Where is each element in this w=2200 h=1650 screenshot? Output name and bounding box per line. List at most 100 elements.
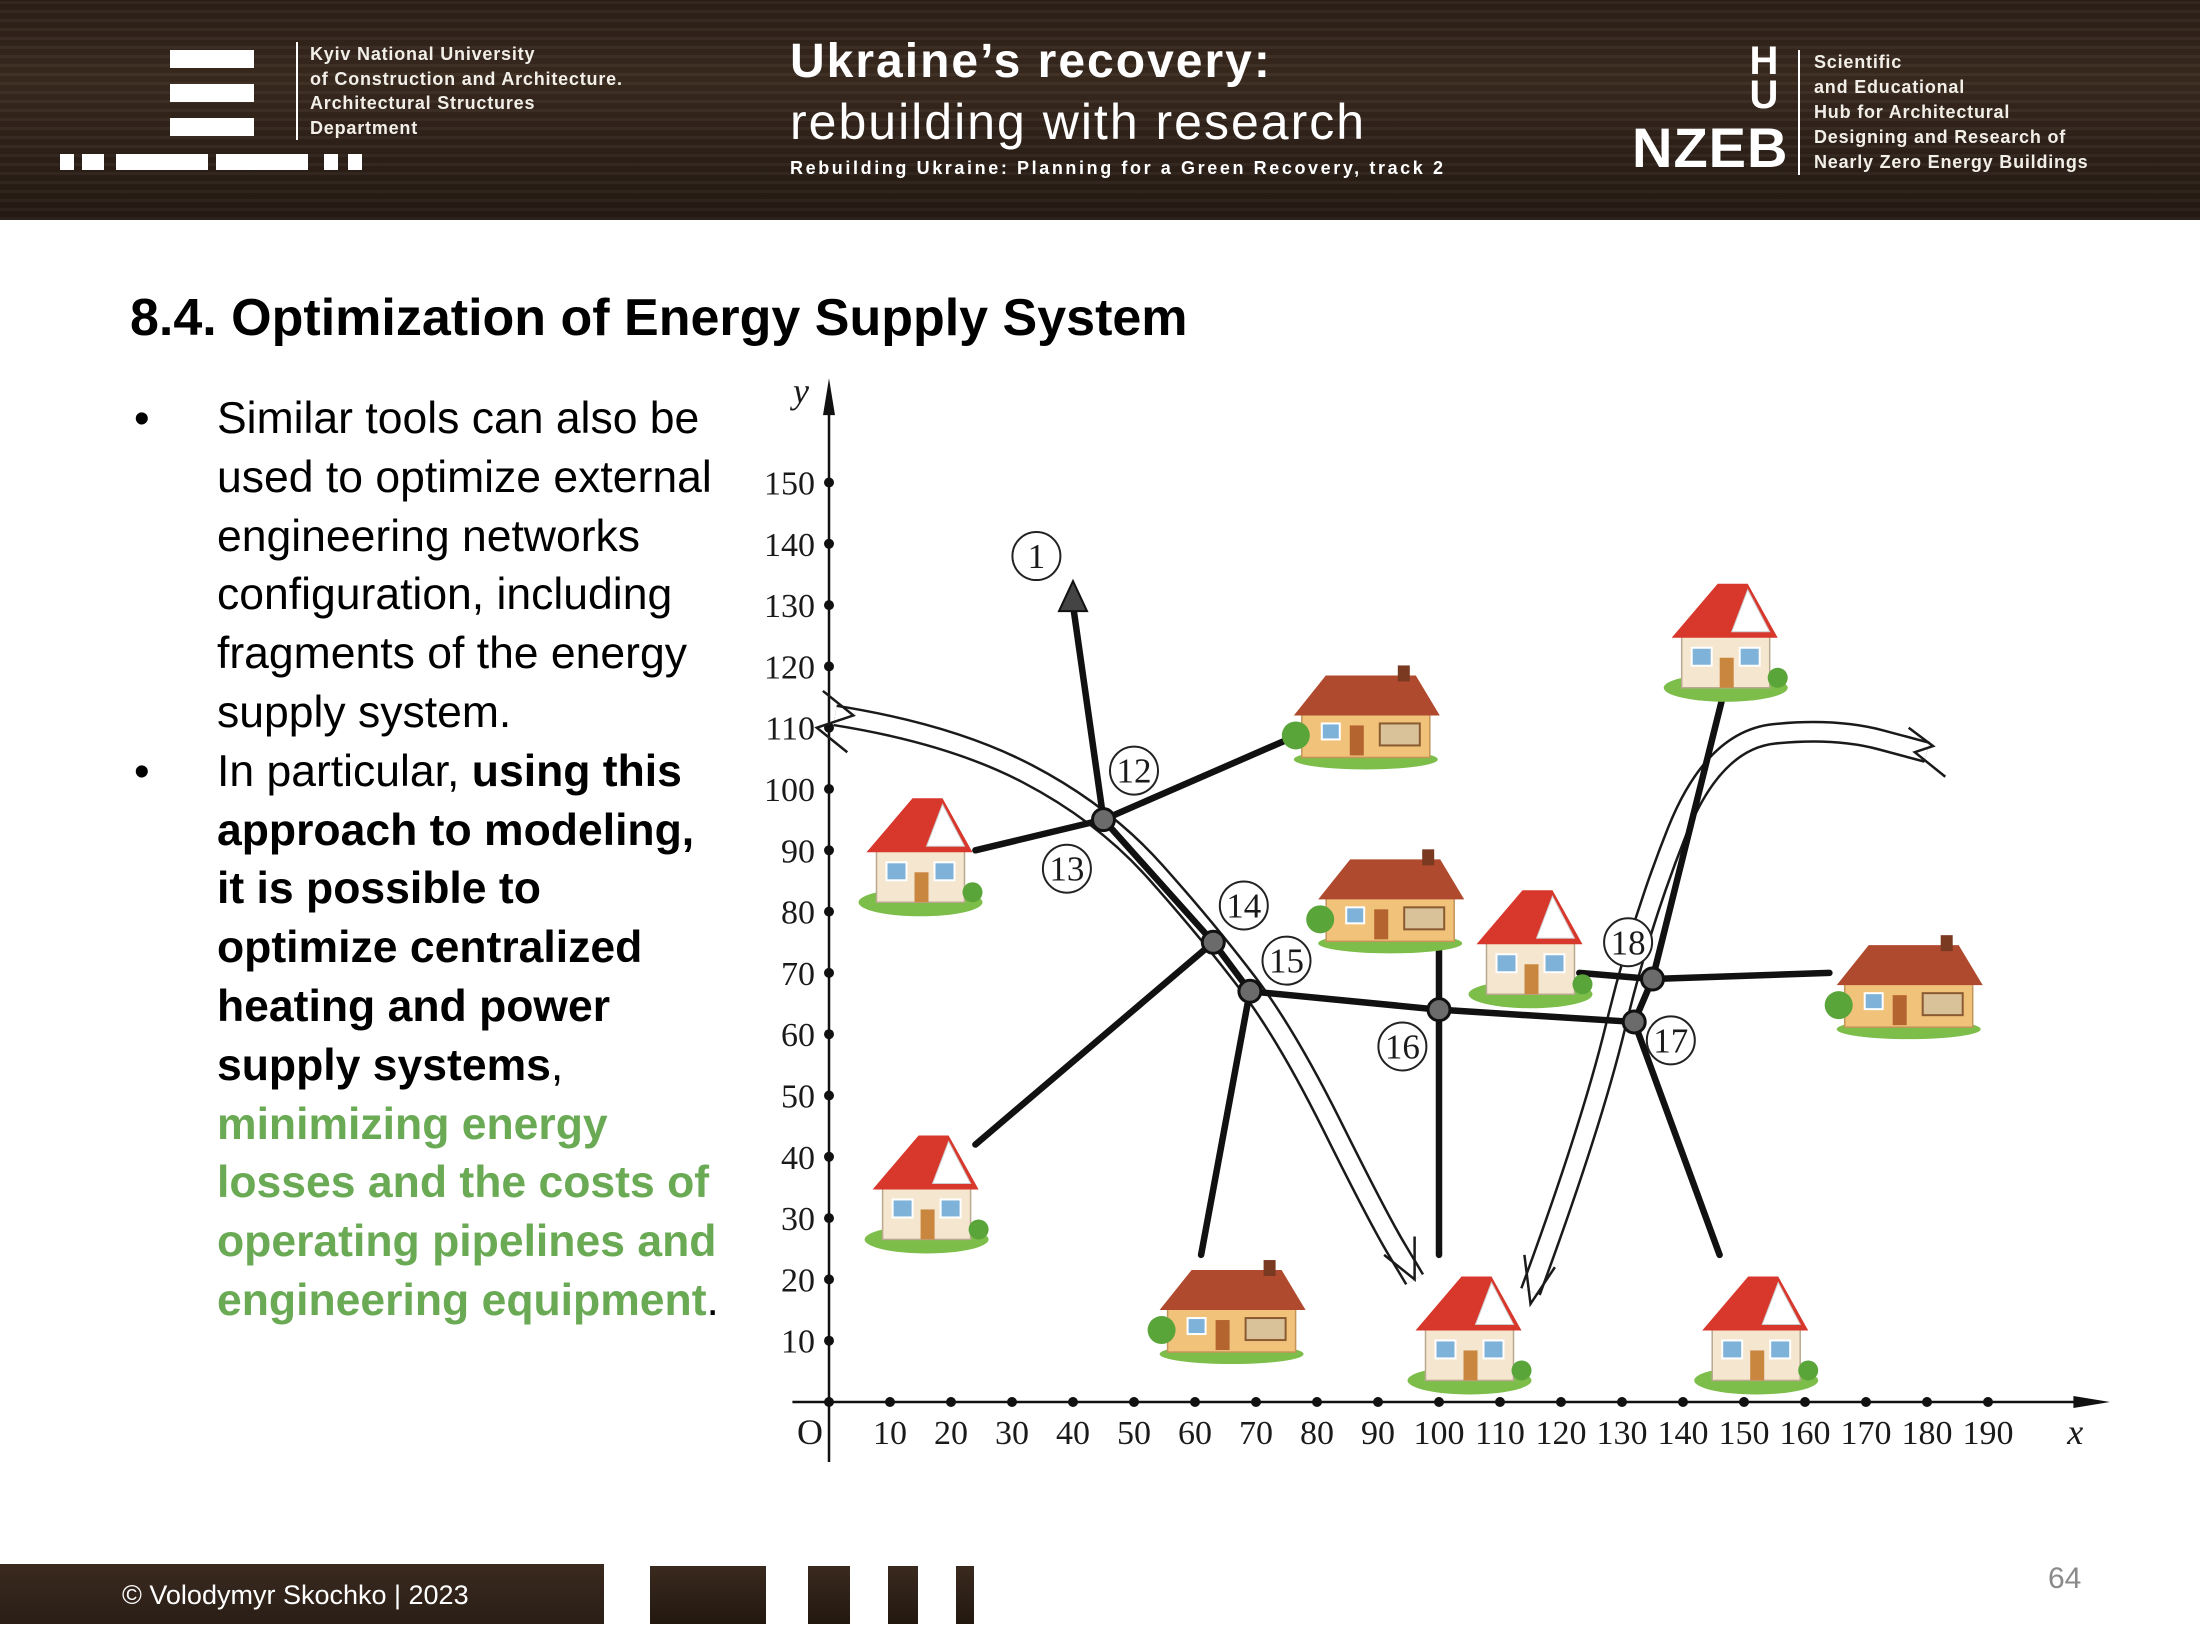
x-tick-label: 110: [1475, 1415, 1525, 1452]
house-door: [1750, 1350, 1765, 1381]
origin-label: O: [797, 1412, 823, 1452]
university-line: of Construction and Architecture.: [310, 68, 623, 89]
header-title: Ukraine’s recovery:: [790, 35, 1272, 88]
footer-block: [888, 1566, 918, 1624]
bullet-bold-text: using this approach to modeling, it is p…: [217, 746, 695, 1090]
bullet-item: • Similar tools can also be used to opti…: [128, 390, 728, 743]
network-node: [1621, 1009, 1647, 1035]
y-tick-label: 30: [781, 1201, 815, 1238]
house-bush: [1572, 974, 1593, 995]
house-icon: [1663, 583, 1788, 702]
house-chimney: [1422, 849, 1435, 866]
pipeline-edge: [1069, 601, 1107, 823]
house-window: [1543, 953, 1566, 974]
footer-block: [808, 1566, 850, 1624]
y-tick-mark: [824, 1029, 834, 1040]
pipeline-edge: [972, 939, 1217, 1148]
house-roof: [1293, 675, 1440, 716]
bullet-green-text: minimizing energy losses and the costs o…: [217, 1099, 717, 1325]
house-tree: [1147, 1316, 1176, 1345]
node-label: 18: [1611, 923, 1646, 962]
house-window: [1690, 646, 1713, 667]
header-banner: Kyiv National University of Construction…: [0, 0, 2200, 220]
house-door: [1374, 909, 1389, 940]
house-icon: [858, 798, 983, 917]
house-gable: [925, 803, 966, 847]
bullet-text: Similar tools can also be used to optimi…: [217, 394, 712, 737]
house-door: [1892, 995, 1907, 1026]
pipeline-edge: [1649, 969, 1833, 983]
university-line: Kyiv National University: [310, 44, 536, 64]
house-door: [1524, 964, 1539, 995]
hub-line: Hub for Architectural: [1814, 102, 2011, 122]
corridor-arrowhead: [1383, 1236, 1416, 1283]
node-label: 13: [1049, 850, 1084, 889]
slide-title: 8.4. Optimization of Energy Supply Syste…: [130, 289, 1188, 347]
house-porch: [1244, 1317, 1287, 1342]
x-tick-mark: [1251, 1397, 1261, 1407]
y-tick-label: 40: [781, 1140, 815, 1177]
house-door: [914, 872, 929, 903]
house-bush: [1798, 1360, 1819, 1381]
house-chimney: [1263, 1260, 1276, 1277]
node-label: 16: [1385, 1027, 1420, 1066]
house-icon: [864, 1135, 989, 1254]
network-node: [1640, 966, 1665, 992]
header-subtitle: Rebuilding Ukraine: Planning for a Green…: [790, 158, 1446, 178]
bullet-list: • Similar tools can also be used to opti…: [128, 390, 728, 1331]
node-label: 14: [1226, 886, 1261, 925]
x-tick-label: 170: [1841, 1415, 1892, 1452]
house-window: [1320, 722, 1341, 741]
x-tick-mark: [946, 1397, 956, 1407]
network-node: [1426, 997, 1452, 1023]
y-axis-label: y: [790, 371, 809, 411]
x-tick-label: 130: [1597, 1415, 1648, 1452]
house-icon: [1147, 1260, 1306, 1365]
x-tick-mark: [1983, 1397, 1993, 1407]
node-label-circle: [1011, 531, 1062, 582]
house-window: [1863, 992, 1884, 1011]
x-tick-mark: [1739, 1397, 1749, 1407]
house-window: [1769, 1339, 1792, 1360]
house-roof: [1159, 1270, 1306, 1311]
node-label: 17: [1653, 1021, 1688, 1060]
corridor-break: [1907, 726, 1947, 778]
x-tick-label: 90: [1361, 1415, 1395, 1452]
node-label: 15: [1269, 942, 1304, 981]
x-tick-mark: [1129, 1397, 1139, 1407]
house-tree: [1306, 905, 1335, 934]
house-window: [1345, 906, 1366, 925]
x-tick-mark: [1068, 1397, 1078, 1407]
y-tick-mark: [824, 1213, 834, 1224]
copyright: © Volodymyr Skochko | 2023: [122, 1580, 469, 1610]
pipeline-edge: [1197, 988, 1254, 1259]
y-tick-label: 120: [764, 649, 815, 686]
corridor-break: [814, 689, 856, 754]
node-label: 1: [1028, 537, 1046, 576]
x-tick-mark: [1434, 1397, 1444, 1407]
y-tick-label: 80: [781, 895, 815, 932]
y-tick-mark: [824, 845, 834, 856]
pipeline-edge: [1100, 816, 1217, 946]
network-node: [1200, 929, 1226, 955]
x-tick-mark: [1617, 1397, 1627, 1407]
x-tick-mark: [1861, 1397, 1871, 1407]
bullet-glyph: •: [134, 394, 150, 443]
y-tick-label: 20: [781, 1262, 815, 1299]
house-icon: [1468, 890, 1593, 1009]
house-window: [885, 861, 908, 882]
pipeline-edge: [1100, 736, 1290, 823]
house-chimney: [1397, 665, 1410, 682]
x-tick-label: 100: [1414, 1415, 1465, 1452]
house-door: [920, 1209, 935, 1240]
hub-line: Scientific: [1814, 52, 1903, 72]
y-tick-label: 70: [781, 956, 815, 993]
node-label-circle: [1041, 843, 1092, 894]
y-tick-mark: [824, 661, 834, 672]
university-logo: [60, 50, 370, 180]
house-porch: [1921, 992, 1964, 1017]
y-tick-label: 60: [781, 1017, 815, 1054]
node-label-circle: [1261, 935, 1312, 986]
hub-logo-letter: U: [1749, 73, 1779, 117]
x-tick-label: 150: [1719, 1415, 1770, 1452]
